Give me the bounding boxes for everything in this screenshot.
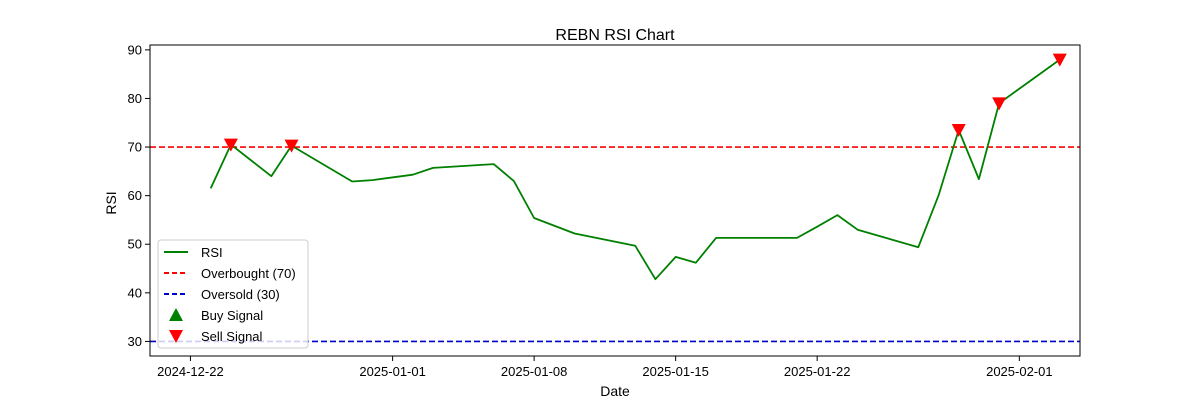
chart-title: REBN RSI Chart bbox=[555, 27, 675, 44]
legend: RSI Overbought (70) Oversold (30) Buy Signa… bbox=[157, 239, 309, 349]
x-axis-ticks: 2024-12-22 2025-01-01 2025-01-08 2025-01-15… bbox=[157, 356, 1053, 379]
sell-signal-marker-0 bbox=[223, 138, 238, 152]
y-tick-label: 80 bbox=[128, 91, 142, 106]
y-tick-label: 60 bbox=[128, 188, 142, 203]
x-tick-label: 2025-01-15 bbox=[642, 364, 709, 379]
legend-label: Oversold (30) bbox=[201, 287, 280, 302]
legend-label: Overbought (70) bbox=[201, 266, 296, 281]
x-tick-label: 2025-01-22 bbox=[784, 364, 851, 379]
y-tick-label: 90 bbox=[128, 42, 142, 57]
sell-signal-marker-2 bbox=[951, 124, 966, 138]
sell-signal-marker-3 bbox=[992, 97, 1007, 111]
legend-swatch-buy bbox=[169, 308, 183, 321]
sell-signal-marker-4 bbox=[1052, 53, 1067, 67]
y-tick-label: 70 bbox=[128, 140, 142, 155]
x-axis-label: Date bbox=[600, 383, 630, 399]
x-tick-label: 2025-01-08 bbox=[501, 364, 568, 379]
legend-swatch-sell bbox=[169, 330, 183, 343]
y-tick-label: 40 bbox=[128, 285, 142, 300]
y-axis-label: RSI bbox=[103, 191, 119, 214]
x-tick-label: 2025-02-01 bbox=[986, 364, 1053, 379]
x-tick-label: 2025-01-01 bbox=[359, 364, 426, 379]
legend-label: Buy Signal bbox=[201, 308, 263, 323]
sell-signal-marker-1 bbox=[284, 139, 299, 153]
y-tick-label: 30 bbox=[128, 334, 142, 349]
y-tick-label: 50 bbox=[128, 237, 142, 252]
y-axis-ticks: 30 40 50 60 70 80 90 bbox=[128, 42, 150, 349]
legend-box bbox=[157, 239, 309, 349]
x-tick-label: 2024-12-22 bbox=[157, 364, 224, 379]
rsi-line bbox=[209, 58, 1061, 281]
legend-label: RSI bbox=[201, 245, 223, 260]
legend-label: Sell Signal bbox=[201, 329, 263, 344]
plot-frame bbox=[149, 44, 1081, 357]
